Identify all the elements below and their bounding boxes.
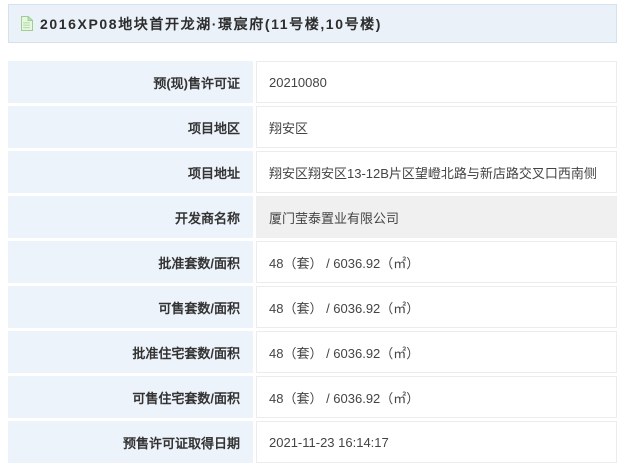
table-row: 项目地址 翔安区翔安区13-12B片区望嶝北路与新店路交叉口西南侧 xyxy=(8,151,617,193)
table-row: 批准住宅套数/面积 48（套） / 6036.92（㎡） xyxy=(8,331,617,373)
permit-detail-page: 2016XP08地块首开龙湖·璟宸府(11号楼,10号楼) 预(现)售许可证 2… xyxy=(0,4,625,469)
row-value: 翔安区 xyxy=(256,106,617,148)
row-value: 48（套） / 6036.92（㎡） xyxy=(256,331,617,373)
row-label: 项目地区 xyxy=(8,106,253,148)
row-label: 预(现)售许可证 xyxy=(8,61,253,103)
row-value: 48（套） / 6036.92（㎡） xyxy=(256,241,617,283)
row-value: 48（套） / 6036.92（㎡） xyxy=(256,376,617,418)
row-value: 2021-11-23 16:14:17 xyxy=(256,421,617,463)
row-label: 可售套数/面积 xyxy=(8,286,253,328)
table-row: 预(现)售许可证 20210080 xyxy=(8,61,617,103)
row-label: 开发商名称 xyxy=(8,196,253,238)
table-row: 开发商名称 厦门莹泰置业有限公司 xyxy=(8,196,617,238)
table-row: 可售住宅套数/面积 48（套） / 6036.92（㎡） xyxy=(8,376,617,418)
page-title: 2016XP08地块首开龙湖·璟宸府(11号楼,10号楼) xyxy=(40,15,383,32)
row-label: 预售许可证取得日期 xyxy=(8,421,253,463)
table-row: 批准套数/面积 48（套） / 6036.92（㎡） xyxy=(8,241,617,283)
permit-info-table: 预(现)售许可证 20210080 项目地区 翔安区 项目地址 翔安区翔安区13… xyxy=(8,61,617,463)
row-label: 批准套数/面积 xyxy=(8,241,253,283)
row-value: 20210080 xyxy=(256,61,617,103)
row-label: 项目地址 xyxy=(8,151,253,193)
row-value: 48（套） / 6036.92（㎡） xyxy=(256,286,617,328)
document-icon xyxy=(21,16,33,31)
row-label: 批准住宅套数/面积 xyxy=(8,331,253,373)
table-row: 项目地区 翔安区 xyxy=(8,106,617,148)
row-label: 可售住宅套数/面积 xyxy=(8,376,253,418)
row-value: 翔安区翔安区13-12B片区望嶝北路与新店路交叉口西南侧 xyxy=(256,151,617,193)
row-value: 厦门莹泰置业有限公司 xyxy=(256,196,617,238)
table-row: 可售套数/面积 48（套） / 6036.92（㎡） xyxy=(8,286,617,328)
table-row: 预售许可证取得日期 2021-11-23 16:14:17 xyxy=(8,421,617,463)
page-header: 2016XP08地块首开龙湖·璟宸府(11号楼,10号楼) xyxy=(8,4,617,43)
